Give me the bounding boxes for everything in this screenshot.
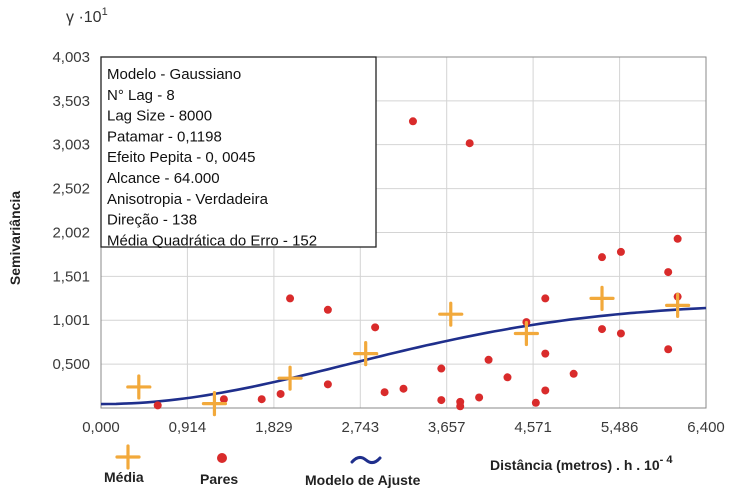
pair-point — [276, 389, 285, 398]
y-tick-label: 0,500 — [52, 356, 90, 373]
y-axis-title: Semivariância — [7, 191, 23, 285]
pair-point — [616, 247, 625, 256]
pair-point — [475, 393, 484, 402]
y-tick-label: 3,503 — [52, 93, 90, 110]
mean-point — [353, 341, 379, 367]
x-tick-label: 6,400 — [687, 419, 725, 436]
pair-point — [484, 355, 493, 364]
pair-point — [437, 364, 446, 373]
model-curve — [100, 306, 707, 406]
mean-point — [589, 285, 615, 311]
pair-point — [456, 397, 465, 406]
pair-point — [569, 369, 578, 378]
pair-point — [598, 253, 607, 262]
mean-point — [277, 365, 303, 391]
pair-point — [664, 345, 673, 354]
legend-mean-label: Média — [104, 469, 144, 485]
model-info-box: Modelo - Gaussiano N° Lag - 8 Lag Size - 8… — [100, 56, 377, 249]
y-tick-label: 2,002 — [52, 224, 90, 241]
pair-point — [541, 386, 550, 395]
mean-point — [126, 374, 152, 400]
y-tick-label: 1,501 — [52, 268, 90, 285]
y-unit-label: γ ·101 — [66, 6, 108, 26]
model-curve-path — [100, 306, 707, 406]
x-tick-label: 0,000 — [82, 419, 120, 436]
pair-point — [541, 349, 550, 358]
pair-point — [503, 373, 512, 382]
pair-point — [541, 294, 550, 303]
x-tick-label: 0,914 — [169, 419, 207, 436]
pair-point — [380, 388, 389, 397]
pair-point — [616, 329, 625, 338]
x-tick-label: 2,743 — [342, 419, 380, 436]
info-box-line: Lag Size - 8000 — [107, 108, 212, 125]
pair-point — [371, 323, 380, 332]
x-axis-tick-labels: 0,000 0,914 1,829 2,743 3,657 4,571 5,486 6,400 — [82, 419, 725, 436]
pair-point — [465, 139, 474, 148]
mean-series — [126, 285, 691, 417]
mean-point — [438, 301, 464, 327]
x-axis-title: Distância (metros) . h . 10- 4 — [490, 454, 673, 473]
info-box-line: Patamar - 0,1198 — [107, 128, 222, 145]
pair-point — [323, 380, 332, 389]
legend-pairs-icon — [217, 453, 227, 463]
mean-point — [665, 292, 691, 319]
pair-point — [153, 401, 162, 410]
pair-point — [598, 325, 607, 334]
info-box-line: N° Lag - 8 — [107, 87, 175, 104]
legend: Média Pares Modelo de Ajuste — [104, 444, 421, 488]
y-tick-label: 2,502 — [52, 181, 90, 198]
info-box-line: Direção - 138 — [107, 212, 197, 229]
info-box-line: Média Quadrática do Erro - 152 — [107, 232, 317, 249]
y-tick-label: 3,003 — [52, 137, 90, 154]
info-box-line: Modelo - Gaussiano — [107, 66, 241, 83]
x-tick-label: 4,571 — [514, 419, 552, 436]
pair-point — [219, 395, 228, 404]
mean-point — [513, 320, 539, 347]
pair-point — [408, 117, 417, 126]
y-tick-label: 4,003 — [52, 49, 90, 66]
x-tick-label: 5,486 — [601, 419, 639, 436]
pair-point — [323, 305, 332, 314]
pair-point — [664, 268, 673, 277]
x-tick-label: 3,657 — [428, 419, 466, 436]
legend-pairs-label: Pares — [200, 471, 238, 487]
pair-point — [437, 396, 446, 405]
legend-mean-icon — [115, 444, 141, 470]
pair-point — [531, 398, 540, 407]
info-box-line: Efeito Pepita - 0, 0045 — [107, 149, 255, 166]
legend-model-icon — [350, 455, 382, 465]
pair-point — [257, 395, 266, 404]
legend-model-label: Modelo de Ajuste — [305, 472, 421, 488]
info-box-line: Anisotropia - Verdadeira — [107, 191, 269, 208]
pair-point — [286, 294, 295, 303]
info-box-line: Alcance - 64.000 — [107, 170, 220, 187]
y-axis-tick-labels: 0,500 1,001 1,501 2,002 2,502 3,003 3,503 4,003 — [52, 49, 90, 373]
y-tick-label: 1,001 — [52, 312, 90, 329]
pair-point — [673, 234, 682, 243]
x-tick-label: 1,829 — [255, 419, 293, 436]
pair-point — [399, 384, 408, 393]
mean-point — [201, 391, 228, 417]
